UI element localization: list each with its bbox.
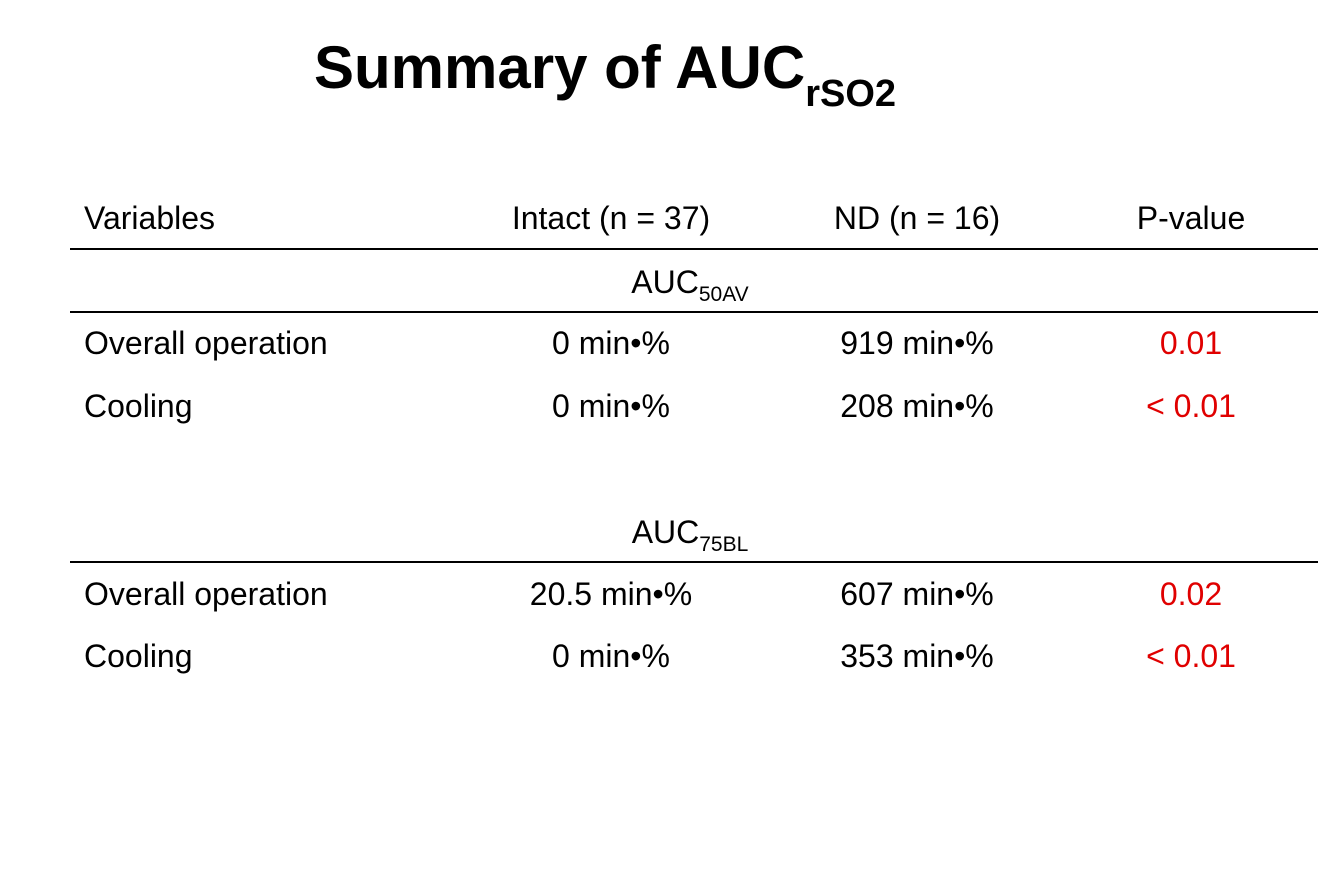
cell: 0 min•% xyxy=(552,638,670,674)
title-text: Summary of AUC xyxy=(313,34,806,101)
section-label-text: AUC xyxy=(631,264,699,300)
section-label-subscript: 50AV xyxy=(698,283,749,306)
section-label-subscript: 75BL xyxy=(699,533,749,556)
column-header: Intact (n = 37) xyxy=(511,200,711,236)
p-value: < 0.01 xyxy=(1146,638,1236,674)
cell: 607 min•% xyxy=(840,576,994,612)
rule xyxy=(70,248,1318,250)
rule xyxy=(70,311,1318,313)
row-label: Cooling xyxy=(84,638,193,674)
section-label: AUC75BL xyxy=(632,512,749,565)
column-header: Variables xyxy=(84,200,216,236)
cell: 208 min•% xyxy=(840,388,994,424)
title: Summary of AUCrSO2 xyxy=(314,30,896,132)
title-subscript: rSO2 xyxy=(805,73,897,115)
cell: 0 min•% xyxy=(552,325,670,361)
row-label: Cooling xyxy=(84,388,193,424)
section-label-text: AUC xyxy=(631,514,700,550)
p-value: 0.02 xyxy=(1159,576,1223,612)
cell: 353 min•% xyxy=(840,638,994,674)
p-value: < 0.01 xyxy=(1146,388,1236,424)
row-label: Overall operation xyxy=(84,576,328,612)
cell: 0 min•% xyxy=(552,388,670,424)
cell: 919 min•% xyxy=(840,325,994,361)
column-header: P-value xyxy=(1136,200,1246,236)
rule xyxy=(70,561,1318,563)
p-value: 0.01 xyxy=(1159,325,1223,361)
cell: 20.5 min•% xyxy=(529,576,693,612)
row-label: Overall operation xyxy=(84,325,328,361)
column-header: ND (n = 16) xyxy=(833,200,1001,236)
section-label: AUC50AV xyxy=(631,262,748,315)
